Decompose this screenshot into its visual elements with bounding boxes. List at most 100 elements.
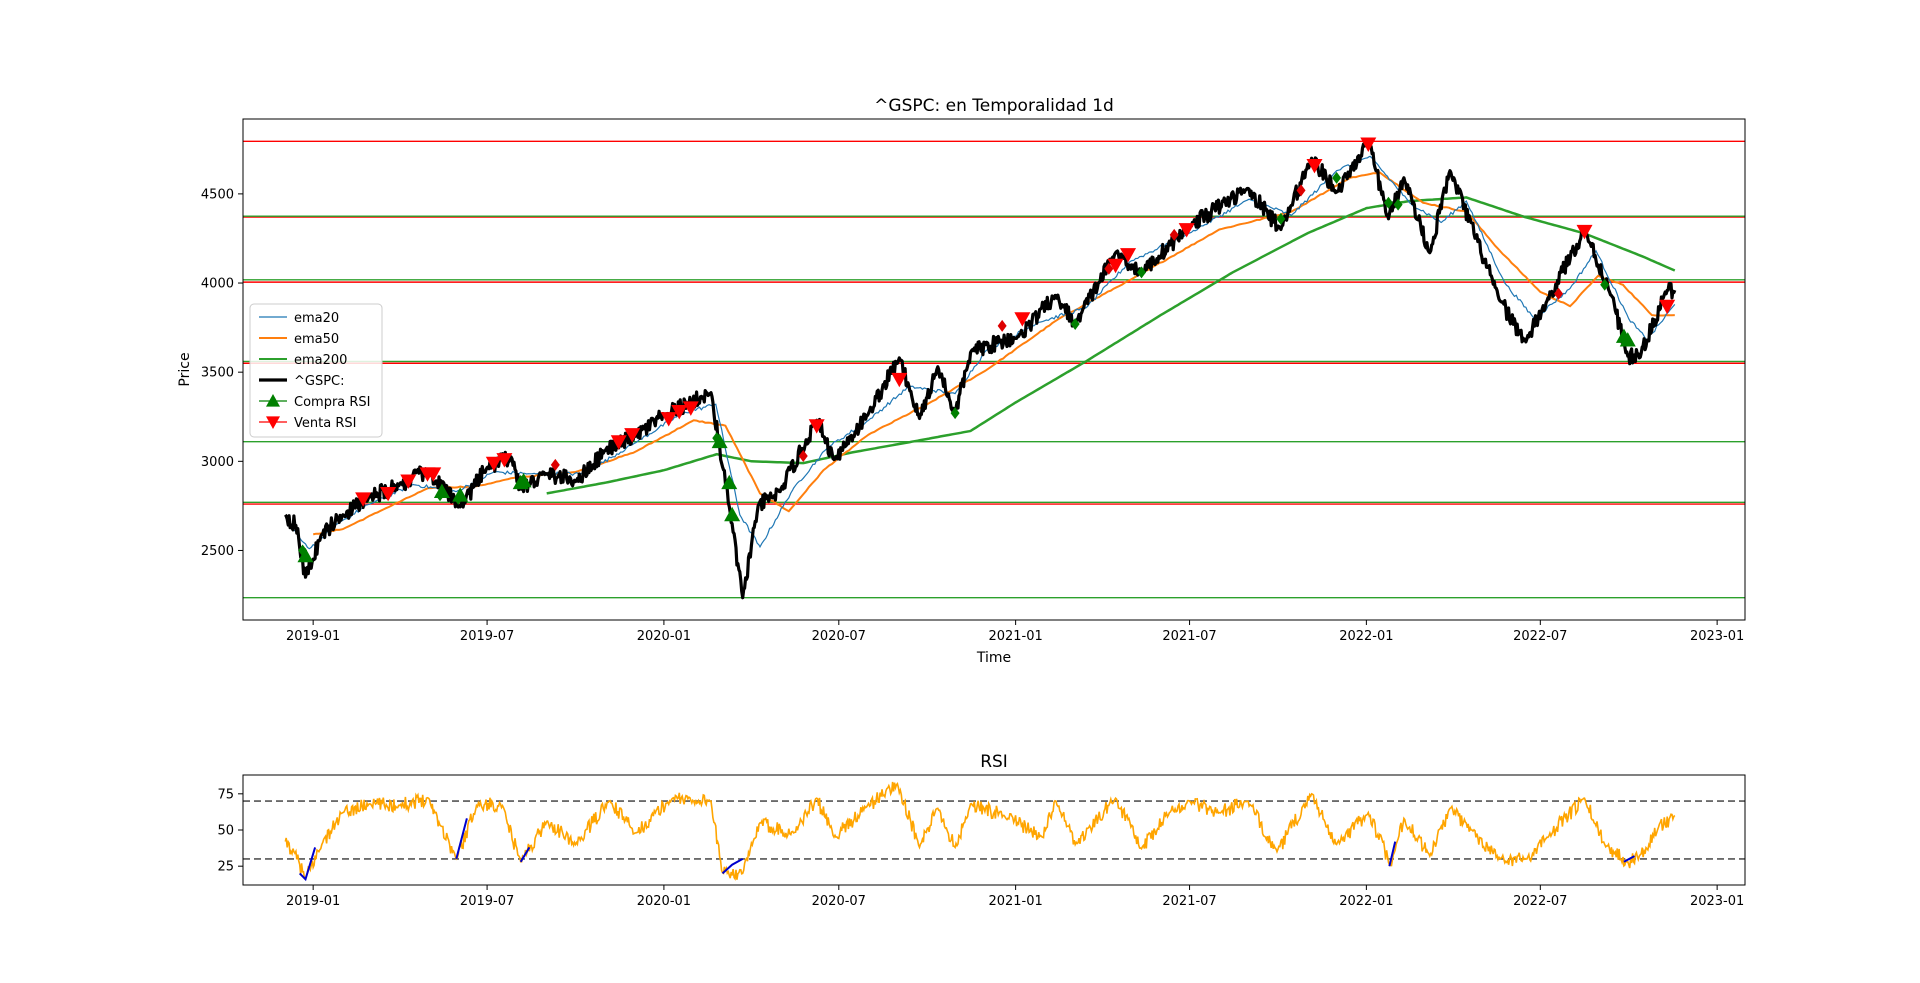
ema20-line xyxy=(291,155,1676,550)
sell-signal-marker xyxy=(610,435,627,450)
sell-signal-marker xyxy=(1306,158,1323,174)
sell-signal-marker xyxy=(400,474,417,489)
x-tick-label: 2019-01 xyxy=(286,894,340,909)
sell-signal-marker xyxy=(380,487,397,502)
x-tick-label: 2019-01 xyxy=(286,629,340,644)
x-tick-label: 2020-01 xyxy=(637,629,691,644)
x-tick-label: 2023-01 xyxy=(1690,894,1744,909)
x-tick-label: 2021-01 xyxy=(988,894,1042,909)
sell-diamond-marker xyxy=(997,319,1007,332)
buy-diamond-marker xyxy=(1332,171,1342,184)
sell-diamond-marker xyxy=(798,449,808,462)
rsi-oversold-segment xyxy=(1388,841,1397,867)
rsi-frame xyxy=(242,774,1746,886)
sell-signal-marker xyxy=(496,453,513,468)
x-tick-label: 2021-07 xyxy=(1162,629,1216,644)
buy-diamond-marker xyxy=(950,407,960,420)
price-y-axis-label: Price xyxy=(177,352,193,386)
legend-buy-marker xyxy=(266,394,280,407)
buy-signal-marker xyxy=(297,547,314,563)
sell-signal-marker xyxy=(485,456,502,472)
y-tick-label: 4000 xyxy=(201,277,234,292)
x-tick-label: 2022-01 xyxy=(1339,629,1393,644)
buy-diamond-marker xyxy=(1600,278,1610,291)
sell-signal-marker xyxy=(1659,299,1676,315)
buy-signal-marker xyxy=(724,506,741,522)
rsi-line xyxy=(284,781,1676,881)
price-plot-area xyxy=(243,137,1745,600)
buy-diamond-marker xyxy=(1393,198,1403,211)
x-tick-label: 2021-01 xyxy=(988,629,1042,644)
y-tick-label: 25 xyxy=(217,860,234,875)
sell-diamond-marker xyxy=(1104,262,1114,275)
buy-diamond-marker xyxy=(1070,318,1080,331)
rsi-oversold-segment xyxy=(721,858,744,875)
price-frame xyxy=(242,118,1746,621)
ema200-line xyxy=(546,196,1676,495)
sell-signal-marker xyxy=(671,404,688,420)
sell-signal-marker xyxy=(624,428,641,443)
sell-signal-marker xyxy=(891,372,908,388)
legend-label: ema20 xyxy=(294,311,339,326)
y-tick-label: 50 xyxy=(217,824,234,839)
sell-diamond-marker xyxy=(1169,228,1179,241)
buy-signal-marker xyxy=(515,472,532,488)
x-tick-label: 2021-07 xyxy=(1162,894,1216,909)
x-tick-label: 2022-07 xyxy=(1513,894,1567,909)
x-tick-label: 2019-07 xyxy=(460,629,514,644)
legend-sell-marker xyxy=(266,416,280,429)
sell-signal-marker xyxy=(660,412,677,427)
rsi-oversold-segment xyxy=(298,847,317,882)
buy-signal-marker xyxy=(711,433,728,449)
y-tick-label: 4500 xyxy=(201,187,234,202)
sell-signal-marker xyxy=(808,419,825,434)
x-tick-label: 2020-01 xyxy=(637,894,691,909)
rsi-axes: 2019-01 2019-07 2020-01 2020-07 2021-01 2021-… xyxy=(217,787,1744,909)
sell-signal-marker xyxy=(1178,223,1195,238)
sell-signal-marker xyxy=(682,401,699,416)
sell-signal-marker xyxy=(1360,137,1377,152)
sell-signal-marker xyxy=(355,492,372,507)
sell-signal-marker xyxy=(1576,224,1593,240)
buy-signal-marker xyxy=(433,483,450,499)
x-tick-label: 2020-07 xyxy=(812,629,866,644)
buy-diamond-marker xyxy=(1383,196,1393,209)
sell-signal-marker xyxy=(1014,312,1031,327)
sell-signal-marker xyxy=(1120,248,1137,263)
buy-diamond-marker xyxy=(1276,212,1286,225)
buy-signal-marker xyxy=(1619,332,1636,347)
rsi-oversold-segment xyxy=(519,846,531,863)
sell-signal-marker xyxy=(425,467,442,482)
x-tick-label: 2019-07 xyxy=(460,894,514,909)
y-tick-label: 75 xyxy=(217,787,234,802)
rsi-oversold-segment xyxy=(455,818,468,860)
legend-label: ema50 xyxy=(294,332,339,347)
buy-signal-marker xyxy=(452,487,469,502)
y-tick-label: 3000 xyxy=(201,455,234,470)
price-x-axis-label: Time xyxy=(976,650,1011,666)
price-line xyxy=(284,139,1677,600)
x-tick-label: 2022-01 xyxy=(1339,894,1393,909)
price-chart-title: ^GSPC: en Temporalidad 1d xyxy=(874,96,1114,116)
x-tick-label: 2020-07 xyxy=(812,894,866,909)
y-tick-label: 2500 xyxy=(201,544,234,559)
sell-signal-marker xyxy=(1107,258,1124,274)
sell-diamond-marker xyxy=(1554,287,1564,300)
legend-label: Venta RSI xyxy=(294,416,356,431)
legend-label: ema200 xyxy=(294,353,347,368)
price-axes: 2019-01 2019-07 2020-01 2020-07 2021-01 2021-… xyxy=(201,187,1744,644)
sell-diamond-marker xyxy=(1296,184,1306,197)
rsi-plot-area xyxy=(243,781,1745,882)
rsi-oversold-segment xyxy=(1623,855,1635,863)
x-tick-label: 2022-07 xyxy=(1513,629,1567,644)
legend-label: Compra RSI xyxy=(294,395,371,410)
sell-diamond-marker xyxy=(550,458,560,471)
rsi-chart-title: RSI xyxy=(980,752,1008,772)
buy-signal-marker xyxy=(721,474,738,490)
x-tick-label: 2023-01 xyxy=(1690,629,1744,644)
y-tick-label: 3500 xyxy=(201,366,234,381)
buy-diamond-marker xyxy=(1137,266,1147,279)
legend-label: ^GSPC: xyxy=(294,374,345,389)
legend: ema20 ema50 ema200 ^GSPC: Compra RSI Venta RS… xyxy=(249,303,383,438)
